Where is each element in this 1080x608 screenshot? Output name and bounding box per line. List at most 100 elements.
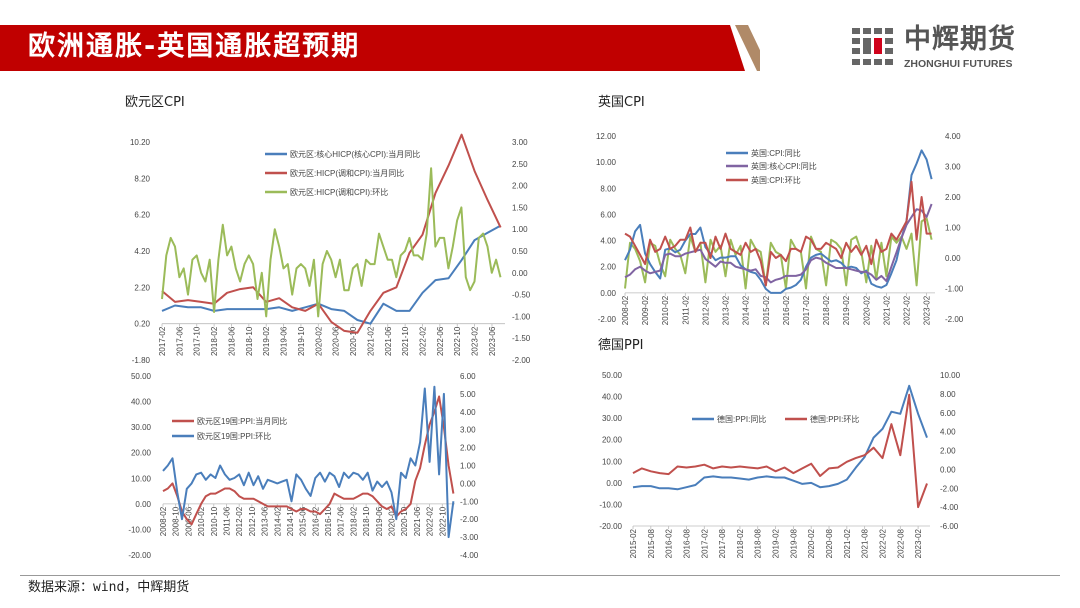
x-tick-label: 2022-02 [418,326,427,356]
y-left-tick-label: 4.00 [600,237,616,246]
x-tick-label: 2019-06 [280,326,289,356]
y-right-tick-label: -2.00 [945,315,964,324]
y-right-tick-label: 1.00 [945,224,961,233]
y-left-tick-label: 30.00 [131,423,152,432]
x-tick-label: 2014-10 [286,506,295,536]
y-right-tick-label: -3.00 [460,533,479,542]
x-tick-label: 2019-10 [297,326,306,356]
y-right-tick-label: -1.00 [512,312,531,321]
x-tick-label: 2022-10 [453,326,462,356]
y-left-tick-label: -20.00 [599,522,622,531]
chart-de-ppi: 50.00 40.00 30.00 20.00 10.00 0.00 -10.00 -20.0… [599,371,960,558]
y-left-tick-label: 4.20 [134,247,150,256]
y-left-tick-label: 30.00 [602,414,623,423]
chart-ez-ppi: 50.00 40.00 30.00 20.00 10.00 0.00 -10.00 -20.0… [128,372,478,560]
x-tick-label: 2015-02 [762,295,771,325]
x-tick-label: 2018-10 [362,506,371,536]
y-right-tick-label: 3.00 [945,163,961,172]
y-right-tick-label: 4.00 [940,428,956,437]
x-tick-label: 2016-02 [665,528,674,558]
y-left-tick-label: 0.00 [600,289,616,298]
series-line-1 [161,133,502,334]
x-tick-label: 2021-06 [413,506,422,536]
x-tick-label: 2021-08 [861,528,870,558]
data-source-note: 数据来源：wind，中辉期货 [28,580,190,595]
y-right-tick-label: 4.00 [945,132,961,141]
y-left-tick-label: 6.00 [600,210,616,219]
y-left-tick-label: 6.20 [134,211,150,220]
y-left-tick-label: 10.20 [130,138,151,147]
x-tick-label: 2019-08 [789,528,798,558]
x-tick-label: 2012-02 [235,506,244,536]
legend-label: 欧元区:HICP(调和CPI):环比 [290,187,388,197]
x-tick-label: 2016-10 [324,506,333,536]
x-tick-label: 2014-02 [742,295,751,325]
y-left-tick-label: 10.00 [131,474,152,483]
y-right-tick-label: 10.00 [940,371,961,380]
legend-label: 英国:CPI:环比 [751,175,801,185]
legend-label: 欧元区19国:PPI:环比 [197,431,271,441]
y-right-tick-label: -2.00 [460,515,479,524]
x-tick-label: 2022-06 [436,326,445,356]
legend-label: 德国:PPI:同比 [717,414,766,424]
header-red-band [0,25,745,71]
x-tick-label: 2018-10 [245,326,254,356]
footer-divider [20,575,1060,576]
series-line-1 [162,385,455,539]
x-tick-label: 2012-10 [248,506,257,536]
chart-ez-cpi: 10.20 8.20 6.20 4.20 2.20 0.20 -1.80 3.00 2.50 2.… [130,133,531,365]
logo-text-cn: 中辉期货 [904,24,1016,55]
x-tick-label: 2019-02 [772,528,781,558]
chart-uk-cpi: 12.00 10.00 8.00 6.00 4.00 2.00 0.00 -2.00 4.00 3… [596,132,964,325]
x-tick-label: 2021-10 [401,326,410,356]
y-right-tick-label: -4.00 [460,551,479,560]
y-right-tick-label: 3.00 [512,138,528,147]
series-line-0 [632,384,928,491]
x-tick-label: 2011-06 [222,506,231,535]
x-tick-label: 2023-02 [923,295,932,325]
y-right-tick-label: 3.00 [460,426,476,435]
y-left-tick-label: 8.00 [600,184,616,193]
x-tick-label: 2011-02 [681,295,690,324]
y-right-tick-label: 2.00 [940,447,956,456]
series-line-1 [624,149,933,294]
x-tick-label: 2017-02 [700,528,709,558]
y-right-tick-label: -6.00 [940,522,959,531]
y-right-tick-label: 0.00 [512,269,528,278]
logo-text-en: ZHONGHUI FUTURES [904,58,1013,70]
y-right-tick-label: 1.00 [512,225,528,234]
series-line-2 [161,167,502,318]
series-line-3 [624,180,932,287]
y-right-tick-label: 1.50 [512,203,528,212]
x-tick-label: 2021-02 [882,295,891,325]
x-tick-label: 2017-10 [193,326,202,356]
y-right-tick-label: 2.00 [945,193,961,202]
y-left-tick-label: -10.00 [599,500,622,509]
y-left-tick-label: 0.00 [606,479,622,488]
y-left-tick-label: 40.00 [131,398,152,407]
x-tick-label: 2018-02 [822,295,831,325]
x-tick-label: 2020-02 [388,506,397,536]
legend-label: 英国:CPI:同比 [751,148,801,158]
x-tick-label: 2020-10 [349,326,358,356]
y-right-tick-label: -1.50 [512,334,531,343]
x-tick-label: 2018-06 [227,326,236,356]
chart-title-de-ppi: 德国PPI [598,338,644,353]
y-left-tick-label: 50.00 [131,372,152,381]
x-tick-label: 2018-02 [736,528,745,558]
y-left-tick-label: -20.00 [128,551,151,560]
x-tick-label: 2014-02 [273,506,282,536]
header-banner [0,25,760,71]
y-left-tick-label: 20.00 [602,436,623,445]
y-right-tick-label: 8.00 [940,390,956,399]
y-left-tick-label: 8.20 [134,174,150,183]
y-left-tick-label: 40.00 [602,393,623,402]
x-tick-label: 2018-02 [210,326,219,356]
x-tick-label: 2022-08 [896,528,905,558]
x-tick-label: 2013-06 [261,506,270,536]
x-tick-label: 2010-02 [197,506,206,536]
y-right-tick-label: -0.50 [512,291,531,300]
x-tick-label: 2019-02 [842,295,851,325]
x-tick-label: 2010-02 [661,295,670,325]
